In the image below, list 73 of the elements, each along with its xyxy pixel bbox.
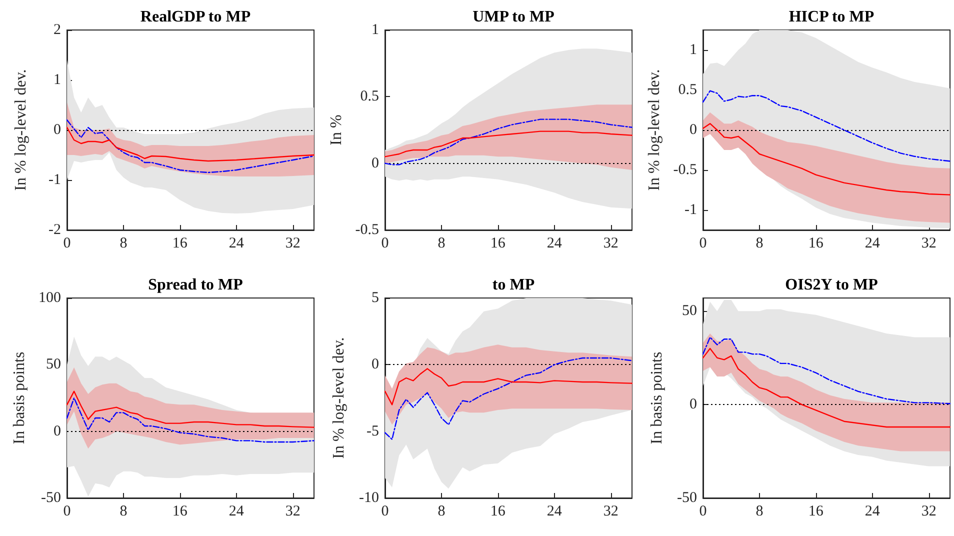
y-axis-title: In %: [328, 114, 345, 146]
y-tick-label: -1: [48, 172, 61, 188]
y-tick-label: 100: [38, 290, 61, 306]
x-tick-label: 24: [228, 504, 244, 520]
y-tick-label: 1: [372, 22, 379, 38]
chart-title: RealGDP to MP: [140, 8, 251, 26]
x-tick-label: 16: [490, 504, 506, 520]
line-series: [66, 390, 315, 428]
x-tick-label: 24: [864, 236, 880, 252]
chart-title: OIS2Y to MP: [785, 276, 878, 294]
y-tick-label: 50: [46, 356, 61, 373]
y-tick-label: -1: [684, 202, 697, 218]
x-tick-label: 32: [285, 504, 300, 520]
y-axis-title: In % log-level dev.: [646, 69, 663, 191]
y-tick-label: 5: [372, 290, 379, 306]
line-series: [702, 336, 951, 404]
y-tick-label: 0.5: [678, 82, 697, 98]
x-tick-label: 8: [756, 504, 764, 520]
x-tick-label: 32: [921, 236, 936, 252]
y-axis-title: In basis points: [648, 352, 666, 444]
x-tick-label: 16: [172, 504, 188, 520]
y-tick-label: 0: [372, 155, 379, 172]
line-series: [384, 368, 633, 406]
line-series: [66, 397, 315, 443]
y-tick-label: 50: [682, 303, 697, 320]
x-tick-label: 24: [864, 504, 880, 520]
y-tick-label: 0: [690, 396, 697, 413]
x-tick-label: 8: [438, 236, 446, 252]
line-series: [384, 118, 633, 166]
x-tick-label: 16: [808, 504, 824, 520]
x-tick-label: 24: [228, 236, 244, 252]
y-tick-label: -0.5: [355, 222, 379, 238]
y-tick-label: 0: [372, 356, 379, 373]
x-tick-label: 32: [603, 504, 618, 520]
y-tick-label: 0: [54, 423, 61, 440]
y-tick-label: -2: [48, 222, 61, 238]
line-series: [702, 90, 951, 162]
y-axis-title: In % log-level dev.: [330, 337, 348, 459]
y-tick-label: 0.5: [360, 88, 379, 105]
y-axis-title: In basis points: [11, 352, 28, 444]
x-tick-label: 8: [438, 504, 446, 520]
y-tick-label: -50: [677, 490, 697, 506]
x-tick-label: 16: [490, 236, 506, 252]
x-tick-label: 8: [120, 236, 128, 252]
x-tick-label: 24: [546, 236, 562, 252]
y-tick-label: -50: [41, 490, 61, 506]
chart-title: to MP: [492, 276, 535, 294]
chart-title: HICP to MP: [788, 8, 874, 26]
x-tick-label: 16: [808, 236, 824, 252]
y-tick-label: -10: [359, 490, 379, 506]
x-tick-label: 8: [756, 236, 764, 252]
x-tick-label: 32: [921, 504, 936, 520]
chart-title: Spread to MP: [148, 276, 244, 294]
x-tick-label: 32: [603, 236, 618, 252]
y-tick-label: 0: [54, 122, 61, 138]
chart-title: UMP to MP: [472, 8, 555, 26]
line-series: [66, 126, 315, 162]
line-series: [384, 130, 633, 158]
line-series: [702, 348, 951, 428]
line-series: [702, 123, 951, 196]
line-series: [384, 357, 633, 440]
x-tick-label: 8: [120, 504, 128, 520]
y-tick-label: -0.5: [673, 162, 697, 178]
line-series: [66, 119, 315, 174]
y-tick-label: 1: [690, 42, 697, 58]
y-tick-label: -5: [366, 423, 379, 440]
x-tick-label: 32: [285, 236, 300, 252]
y-tick-label: 0: [690, 122, 697, 138]
x-tick-label: 24: [546, 504, 562, 520]
y-tick-label: 2: [54, 22, 61, 38]
x-tick-label: 16: [172, 236, 188, 252]
y-tick-label: 1: [54, 72, 61, 88]
y-axis-title: In % log-level dev.: [12, 69, 30, 191]
